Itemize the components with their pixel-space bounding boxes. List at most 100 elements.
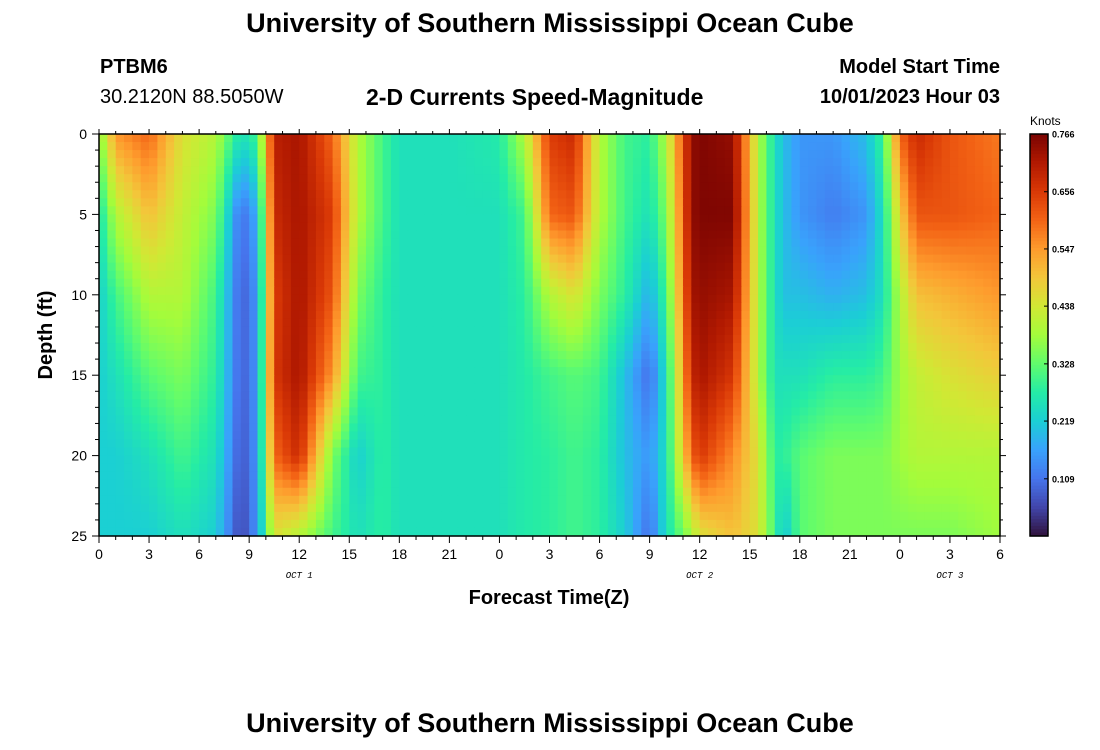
heatmap-cell [416, 383, 425, 392]
heatmap-cell [691, 375, 701, 384]
heatmap-cell [274, 383, 284, 392]
heatmap-cell [874, 262, 884, 272]
heatmap-cell [207, 423, 217, 433]
heatmap-cell [132, 318, 142, 328]
heatmap-cell [816, 447, 826, 457]
heatmap-cell [666, 262, 676, 272]
heatmap-cell [424, 198, 434, 207]
heatmap-cell [741, 238, 751, 248]
heatmap-cell [432, 391, 442, 400]
heatmap-cell [841, 302, 851, 312]
heatmap-cell [449, 383, 459, 392]
heatmap-cell [883, 335, 893, 344]
heatmap-cell [149, 503, 158, 513]
heatmap-cell [315, 238, 325, 248]
heatmap-cell [716, 463, 726, 473]
heatmap-cell [599, 302, 609, 312]
heatmap-cell [132, 262, 142, 272]
heatmap-cell [674, 439, 684, 449]
heatmap-cell [649, 383, 659, 392]
heatmap-cell [866, 471, 876, 481]
heatmap-cell [424, 439, 434, 449]
heatmap-cell [924, 463, 934, 473]
heatmap-cell [833, 415, 843, 425]
heatmap-cell [232, 174, 242, 183]
heatmap-cell [674, 359, 684, 368]
heatmap-cell [791, 375, 801, 384]
heatmap-cell [374, 214, 384, 224]
heatmap-cell [816, 471, 826, 481]
heatmap-cell [466, 198, 476, 207]
heatmap-cell [958, 326, 968, 336]
heatmap-cell [382, 415, 392, 425]
heatmap-cell [816, 399, 826, 408]
heatmap-cell [149, 134, 158, 143]
heatmap-cell [399, 383, 409, 392]
heatmap-cell [974, 206, 984, 215]
heatmap-cell [949, 471, 959, 481]
heatmap-cell [691, 238, 701, 248]
heatmap-cell [874, 479, 884, 489]
heatmap-cell [215, 182, 225, 191]
heatmap-cell [983, 495, 993, 505]
heatmap-cell [399, 214, 409, 224]
heatmap-cell [632, 495, 642, 505]
heatmap-cell [941, 455, 951, 465]
heatmap-cell [224, 495, 234, 505]
heatmap-cell [557, 190, 567, 199]
heatmap-cell [883, 391, 893, 400]
heatmap-cell [774, 407, 784, 416]
heatmap-cell [933, 391, 943, 400]
heatmap-cell [165, 270, 175, 280]
heatmap-cell [99, 495, 108, 505]
heatmap-cell [733, 383, 742, 392]
heatmap-cell [491, 423, 501, 433]
heatmap-cell [174, 471, 184, 481]
heatmap-cell [841, 294, 851, 304]
heatmap-cell [733, 455, 742, 465]
heatmap-cell [716, 351, 726, 360]
heatmap-cell [115, 230, 125, 240]
heatmap-cell [424, 423, 434, 433]
heatmap-cell [282, 238, 292, 248]
heatmap-cell [899, 351, 909, 360]
heatmap-cell [591, 335, 601, 344]
heatmap-cell [140, 182, 150, 191]
heatmap-cell [958, 294, 968, 304]
heatmap-cell [107, 150, 117, 159]
heatmap-cell [591, 391, 601, 400]
heatmap-cell [849, 415, 859, 425]
heatmap-cell [816, 335, 826, 344]
heatmap-cell [741, 463, 751, 473]
heatmap-cell [808, 270, 818, 280]
heatmap-cell [799, 415, 809, 425]
heatmap-cell [774, 487, 784, 497]
heatmap-cell [424, 399, 434, 408]
heatmap-cell [708, 294, 717, 304]
heatmap-cell [315, 222, 325, 232]
heatmap-cell [566, 270, 576, 280]
heatmap-cell [265, 423, 275, 433]
heatmap-cell [274, 254, 284, 264]
heatmap-cell [641, 230, 651, 240]
heatmap-cell [532, 463, 542, 473]
heatmap-cell [566, 150, 576, 159]
heatmap-cell [157, 447, 167, 457]
heatmap-cell [874, 182, 884, 191]
heatmap-cell [157, 479, 167, 489]
heatmap-cell [641, 318, 651, 328]
heatmap-cell [599, 359, 609, 368]
heatmap-cell [774, 495, 784, 505]
heatmap-cell [624, 246, 634, 256]
heatmap-cell [766, 262, 776, 272]
heatmap-cell [949, 415, 959, 425]
heatmap-cell [841, 447, 851, 457]
heatmap-cell [182, 270, 192, 280]
heatmap-cell [891, 431, 901, 441]
heatmap-cell [941, 463, 951, 473]
heatmap-cell [190, 495, 200, 505]
heatmap-cell [766, 254, 776, 264]
heatmap-cell [390, 495, 400, 505]
heatmap-cell [708, 286, 717, 296]
heatmap-cell [307, 294, 317, 304]
